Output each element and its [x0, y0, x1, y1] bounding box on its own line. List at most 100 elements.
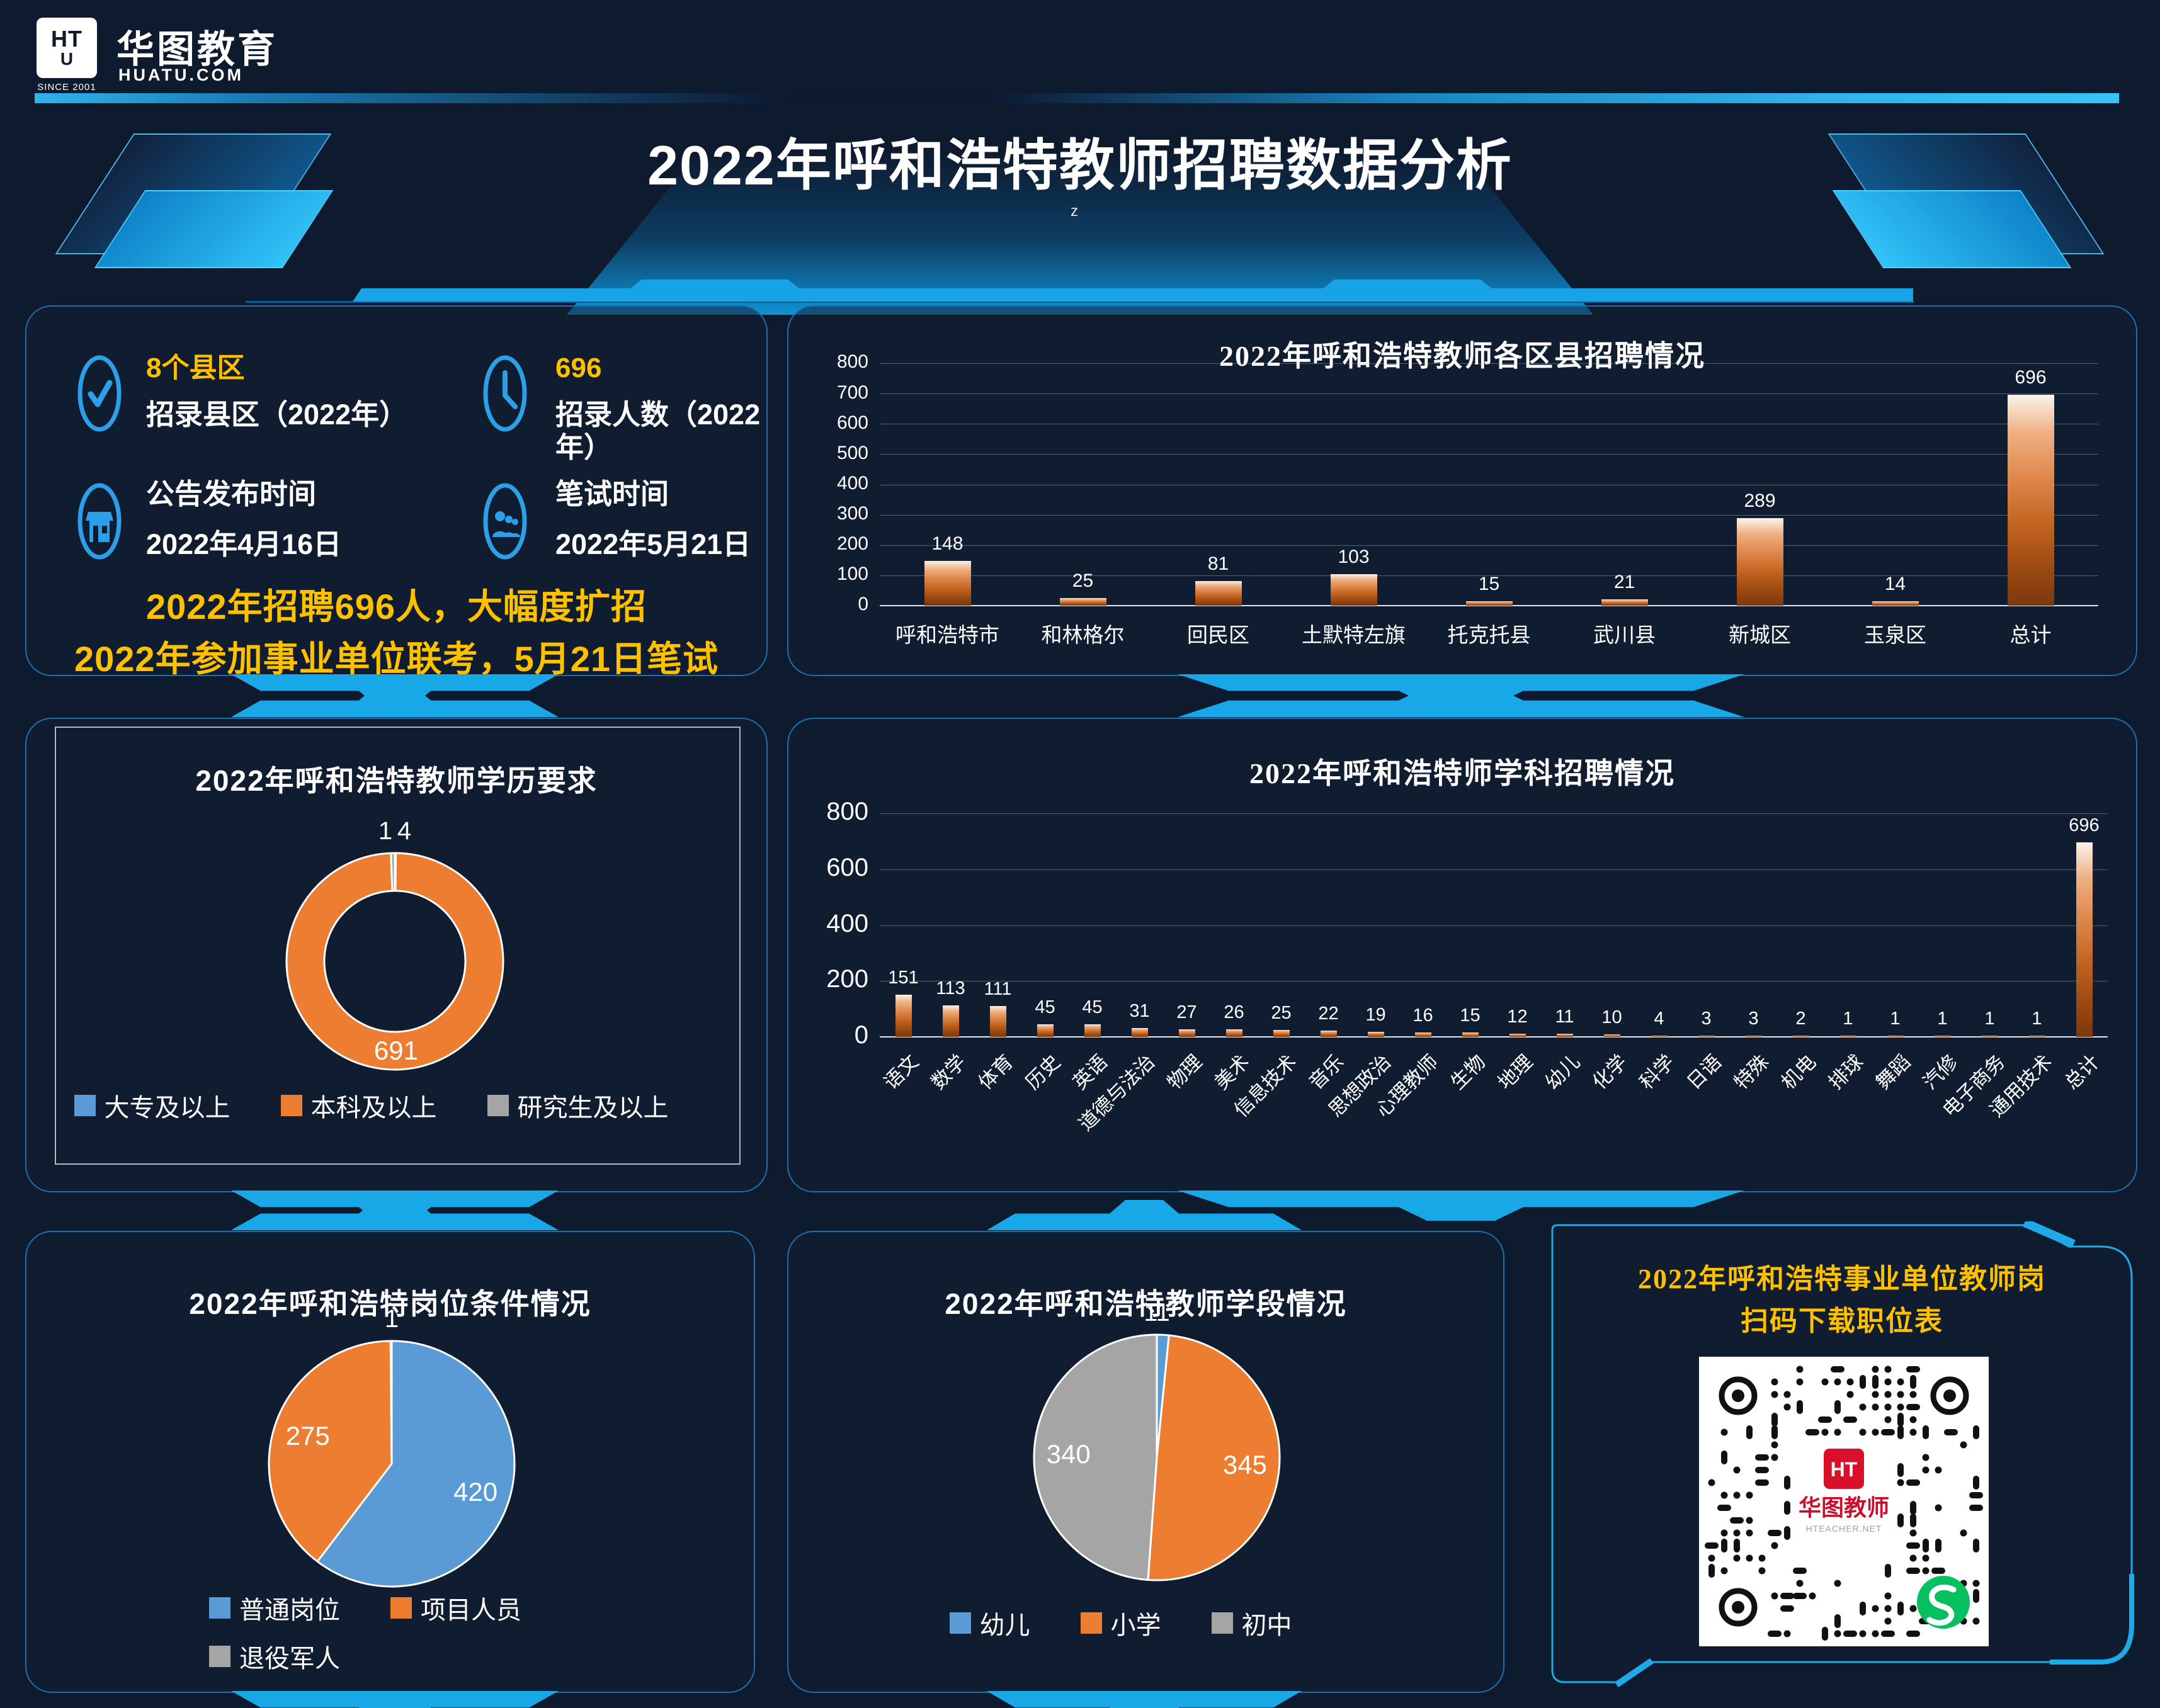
bar-value-label: 19	[1365, 1004, 1386, 1025]
bar-电子商务	[1981, 1036, 1998, 1037]
legend-swatch	[74, 1095, 96, 1116]
chart-title: 2022年呼和浩特教师各区县招聘情况	[1219, 340, 1705, 372]
panel-qr-download: 2022年呼和浩特事业单位教师岗 扫码下载职位表 HT 华图教师 HTEACHER.…	[1546, 1221, 2138, 1687]
title-strip-bump	[1322, 280, 1492, 289]
bar-回民区	[1195, 581, 1242, 606]
legend-label: 退役军人	[239, 1644, 340, 1673]
qr-pattern	[1897, 1463, 1904, 1477]
bar-value-label: 81	[1207, 553, 1229, 575]
bar-value-label: 103	[1338, 546, 1370, 568]
qr-pattern	[1897, 1602, 1904, 1615]
y-tick-label: 600	[826, 853, 868, 881]
bar-value-label: 15	[1478, 573, 1500, 594]
qr-pattern	[1973, 1476, 1979, 1490]
legend-swatch	[209, 1646, 230, 1667]
slice-label: 345	[1223, 1450, 1267, 1479]
qr-pattern: HTEACHER.NET	[1806, 1524, 1882, 1534]
slice-label-outside: 1	[385, 1305, 399, 1333]
qr-pattern	[1884, 1605, 1892, 1612]
qr-pattern	[1771, 1454, 1778, 1461]
education-chart-frame	[55, 727, 741, 1165]
slice-项目人员	[268, 1340, 393, 1563]
y-tick-label: 800	[836, 351, 868, 373]
slice-普通岗位	[316, 1340, 516, 1588]
qr-pattern	[1930, 1376, 1969, 1415]
qr-code: HT 华图教师 HTEACHER.NET	[1699, 1357, 1989, 1646]
gridline	[880, 363, 2098, 364]
bar-value-label: 3	[1748, 1009, 1759, 1029]
bar-英语	[1084, 1024, 1101, 1037]
qr-pattern	[1884, 1366, 1892, 1373]
qr-pattern	[1872, 1366, 1879, 1373]
y-tick-label: 400	[836, 472, 868, 494]
bar-总计	[2076, 842, 2093, 1037]
x-axis-label: 托克托县	[1447, 625, 1531, 647]
bar-value-label: 696	[2015, 367, 2047, 388]
bar-value-label: 27	[1176, 1002, 1197, 1023]
qr-pattern	[1793, 1568, 1807, 1574]
qr-pattern	[1758, 1567, 1766, 1575]
bar-玉泉区	[1872, 601, 1919, 606]
stat-value: 公告发布时间	[146, 478, 317, 510]
qr-pattern	[1909, 1391, 1917, 1398]
qr-pattern	[1906, 1568, 1920, 1574]
bar-value-label: 1	[2032, 1009, 2042, 1029]
qr-pattern	[1771, 1592, 1778, 1600]
qr-pattern	[1821, 1428, 1829, 1436]
qr-pattern	[1972, 1580, 1980, 1587]
bar-汽修	[1934, 1036, 1951, 1037]
y-tick-label: 700	[836, 382, 868, 403]
clock-icon	[482, 354, 528, 433]
bar-语文	[895, 995, 912, 1037]
qr-pattern	[1809, 1592, 1816, 1600]
qr-pattern	[1746, 1491, 1753, 1499]
qr-pattern: 华图教师	[1799, 1495, 1889, 1520]
page-title: 2022年呼和浩特教师招聘数据分析	[647, 134, 1513, 196]
bar-value-label: 12	[1507, 1006, 1528, 1027]
qr-pattern	[1897, 1413, 1904, 1427]
title-stray-glyph: z	[1071, 203, 1078, 220]
qr-pattern	[1897, 1425, 1904, 1439]
qr-pattern	[1796, 1378, 1804, 1386]
legend: 大专及以上 本科及以上 研究生及以上	[26, 1087, 766, 1124]
region-bar-chart: 0 100 200 300 400 500 600 700 800 148 呼和浩特市 25 和林格尔 8…	[837, 351, 2098, 647]
bar-value-label: 289	[1744, 490, 1776, 511]
bar-value-label: 25	[1072, 570, 1094, 591]
stat-label: 2022年4月16日	[146, 528, 342, 560]
bar-土默特左旗	[1330, 574, 1377, 606]
y-tick-label: 600	[836, 412, 868, 433]
qr-pattern	[1972, 1617, 1980, 1625]
qr-pattern	[1783, 1403, 1791, 1411]
x-axis-label: 呼和浩特市	[895, 625, 999, 647]
x-axis-label: 和林格尔	[1041, 625, 1125, 647]
legend-item: 普通岗位	[209, 1590, 340, 1626]
qr-pattern	[1906, 1479, 1920, 1486]
qr-pattern	[1705, 1542, 1719, 1549]
bar-特殊	[1745, 1036, 1762, 1037]
title-strip-bump	[630, 280, 800, 289]
qr-pattern	[1923, 1425, 1929, 1439]
qr-pattern	[1733, 1491, 1741, 1499]
qr-pattern	[1910, 1513, 1916, 1527]
bar-音乐	[1320, 1031, 1337, 1037]
qr-pattern	[1717, 1505, 1731, 1511]
qr-pattern	[1755, 1454, 1769, 1461]
legend-label: 普通岗位	[239, 1596, 340, 1624]
bar-心理教师	[1414, 1032, 1431, 1037]
qr-pattern	[1960, 1529, 1967, 1537]
bar-value-label: 31	[1129, 1001, 1150, 1022]
education-donut-chart: 691 1 4	[285, 817, 504, 1071]
qr-pattern	[1834, 1378, 1841, 1386]
bar-机电	[1792, 1036, 1809, 1037]
y-tick-label: 200	[826, 965, 868, 993]
qr-pattern	[1734, 1539, 1740, 1552]
slice-本科及以上	[285, 852, 504, 1071]
qr-pattern	[1843, 1631, 1857, 1637]
bar-value-label: 1	[1843, 1009, 1853, 1029]
qr-pattern	[1818, 1417, 1832, 1423]
gridline	[880, 575, 2098, 576]
qr-pattern	[1783, 1391, 1791, 1398]
bar-物理	[1178, 1029, 1195, 1037]
qr-pattern	[1771, 1413, 1778, 1427]
